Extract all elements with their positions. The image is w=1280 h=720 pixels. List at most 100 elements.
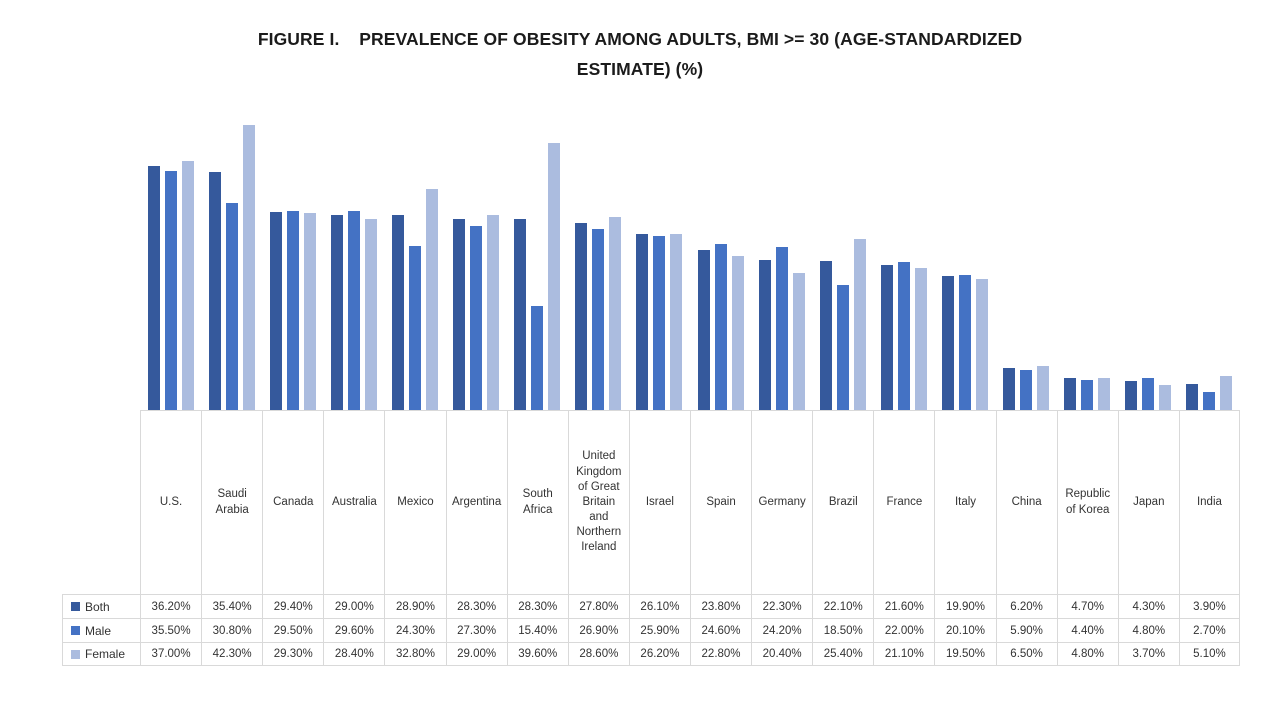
bar-both [147,166,160,410]
bar-both [941,276,954,410]
value-cell-male-11: 24.20% [751,618,813,642]
column-header-1: U.S. [140,410,202,594]
bar-group-12 [812,107,873,410]
value-cell-female-5: 32.80% [384,642,446,666]
column-header-2: Saudi Arabia [201,410,263,594]
value-cell-both-17: 4.30% [1117,594,1179,618]
value-cell-female-1: 37.00% [140,642,202,666]
value-cell-male-1: 35.50% [140,618,202,642]
bar-female [975,278,988,410]
value-cell-both-7: 28.30% [506,594,568,618]
column-header-label: Israel [645,495,674,508]
bar-female [1098,377,1111,410]
bar-both [330,214,343,410]
column-header-13: France [873,410,935,594]
bar-male [836,285,849,410]
value-cell-both-14: 19.90% [934,594,996,618]
column-header-6: Argentina [445,410,507,594]
bar-both [636,234,649,410]
column-header-label: Argentina [451,495,502,508]
bar-group-2 [201,107,262,410]
column-header-8: United Kingdom of Great Britain and Nort… [567,410,629,594]
column-header-14: Italy [934,410,996,594]
column-header-4: Australia [323,410,385,594]
plot-area [140,107,1240,410]
value-cell-male-8: 26.90% [567,618,629,642]
bar-male [958,274,971,410]
bar-group-17 [1118,107,1179,410]
bar-male [1081,380,1094,410]
value-cell-male-17: 4.80% [1117,618,1179,642]
value-cell-both-8: 27.80% [567,594,629,618]
legend-label: Male [85,623,112,638]
bar-group-6 [446,107,507,410]
bar-group-9 [629,107,690,410]
value-cell-female-17: 3.70% [1117,642,1179,666]
bar-male [286,211,299,410]
value-cell-both-10: 23.80% [689,594,752,618]
value-cell-both-12: 22.10% [812,594,874,618]
value-cell-female-18: 5.10% [1178,642,1240,666]
value-cell-female-6: 29.00% [445,642,507,666]
column-header-10: Spain [689,410,752,594]
value-cell-female-8: 28.60% [567,642,629,666]
legend-swatch-icon [71,649,80,659]
bar-male [1020,370,1033,410]
value-cell-female-14: 19.50% [934,642,996,666]
bar-female [242,125,255,410]
bar-group-5 [384,107,445,410]
bar-both [391,215,404,410]
column-header-label: Germany [758,495,806,508]
bar-female [425,189,438,410]
bar-both [269,212,282,410]
chart-title-line-2: ESTIMATE) (%) [576,59,704,79]
value-cell-both-13: 21.60% [873,594,935,618]
column-header-label: Spain [706,495,736,508]
column-header-label: Mexico [397,495,434,508]
chart-title: FIGURE I. PREVALENCE OF OBESITY AMONG AD… [190,24,1090,84]
bar-both [208,171,221,410]
value-cell-female-7: 39.60% [506,642,568,666]
bar-female [1159,385,1172,410]
bar-male [531,306,544,410]
value-cell-female-10: 22.80% [689,642,752,666]
bar-male [775,247,788,410]
bar-female [914,267,927,410]
column-header-label: Brazil [828,495,858,508]
bar-male [1203,391,1216,410]
value-cell-female-9: 26.20% [628,642,690,666]
bar-both [1003,368,1016,410]
bar-male [164,170,177,410]
value-cell-both-4: 29.00% [323,594,385,618]
value-cell-male-6: 27.30% [445,618,507,642]
bar-group-11 [751,107,812,410]
column-header-label: Republic of Korea [1065,488,1111,516]
value-cell-female-16: 4.80% [1056,642,1118,666]
legend-label: Female [85,647,126,661]
value-cell-male-9: 25.90% [628,618,690,642]
value-cell-male-2: 30.80% [201,618,263,642]
column-header-label: United Kingdom of Great Britain and Nort… [576,450,622,554]
value-cell-male-16: 4.40% [1056,618,1118,642]
bar-both [880,264,893,410]
value-cell-both-3: 29.40% [262,594,324,618]
bar-both [819,261,832,410]
bar-group-3 [262,107,323,410]
value-cell-male-5: 24.30% [384,618,446,642]
bar-both [514,219,527,410]
value-cell-both-1: 36.20% [140,594,202,618]
value-cell-female-12: 25.40% [812,642,874,666]
column-header-3: Canada [262,410,324,594]
table-corner-cell [62,410,140,594]
value-cell-male-12: 18.50% [812,618,874,642]
column-header-label: Italy [954,495,977,508]
bar-group-13 [873,107,934,410]
column-header-label: India [1196,495,1222,508]
bar-female [487,214,500,410]
bar-group-18 [1179,107,1240,410]
bar-male [714,244,727,410]
column-header-label: South Africa [522,488,553,516]
bar-group-16 [1057,107,1118,410]
column-header-label: France [886,495,923,508]
bar-male [225,202,238,410]
